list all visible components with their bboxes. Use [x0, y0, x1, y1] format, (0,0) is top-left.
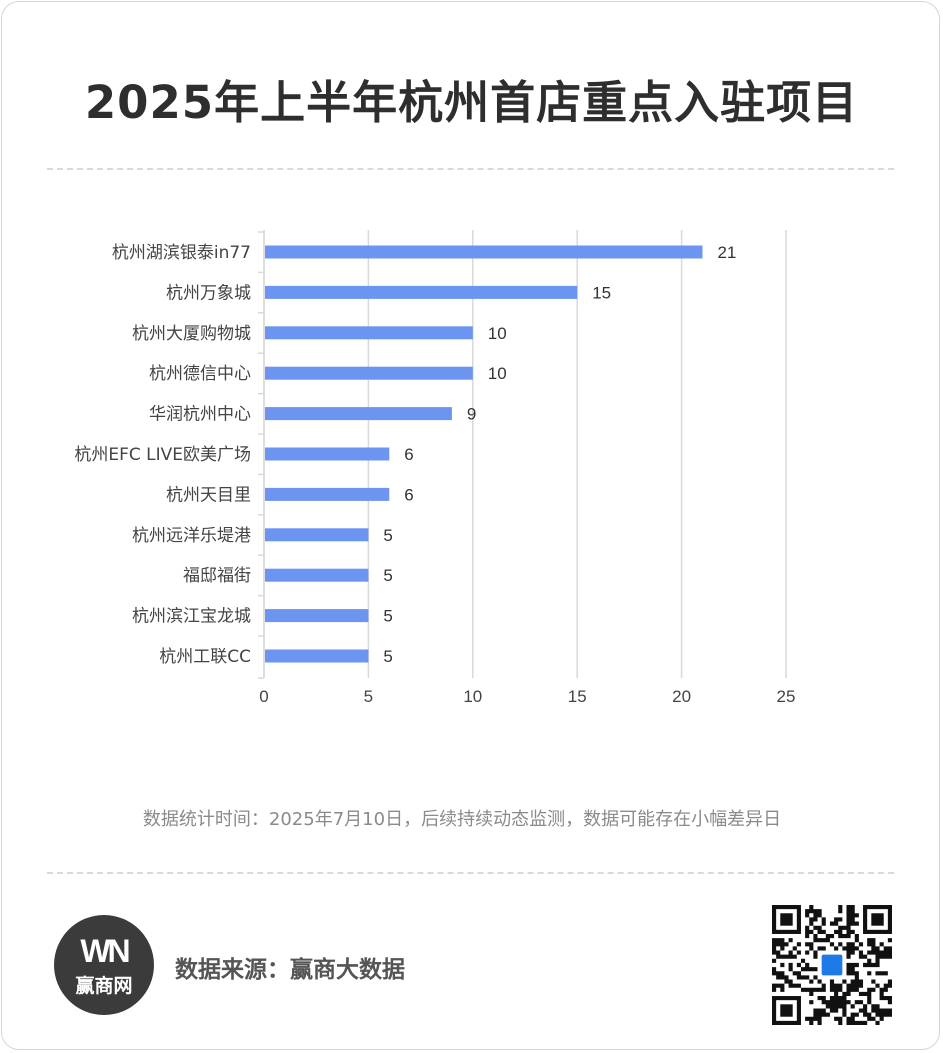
category-label: 杭州EFC LIVE欧美广场 [74, 445, 251, 465]
data-note: 数据统计时间：2025年7月10日，后续持续动态监测，数据可能存在小幅差异日 [142, 809, 782, 830]
data-label: 10 [488, 324, 507, 343]
bar [265, 407, 452, 421]
data-label: 21 [717, 243, 736, 262]
bar [265, 245, 703, 259]
category-label: 杭州德信中心 [149, 364, 251, 384]
logo-mark: WN [80, 933, 130, 969]
data-label: 10 [488, 364, 507, 383]
chart-title: 2025年上半年杭州首店重点入驻项目 [84, 76, 859, 129]
x-tick-label: 20 [672, 687, 691, 706]
qr-code-icon [772, 905, 892, 1025]
x-tick-label: 10 [463, 687, 482, 706]
data-label: 5 [383, 647, 392, 666]
top-divider [47, 168, 894, 170]
bar-chart: 0 5 10 15 20 25 杭州湖滨银泰in77 21 杭州万象城 15 杭州大厦购物城 10 杭州… [74, 230, 796, 706]
data-source: 数据来源：赢商大数据 [175, 957, 405, 983]
data-label: 15 [592, 283, 611, 302]
data-label: 6 [404, 485, 413, 504]
category-label: 福邸福街 [183, 566, 251, 586]
bar [265, 609, 369, 623]
category-label: 华润杭州中心 [149, 405, 251, 425]
x-tick-label: 5 [364, 687, 373, 706]
data-label: 5 [383, 526, 392, 545]
bottom-divider [47, 872, 894, 874]
category-label: 杭州大厦购物城 [132, 324, 251, 344]
category-label: 杭州万象城 [166, 283, 251, 303]
bar [265, 447, 390, 461]
bar [265, 366, 473, 380]
data-label: 5 [383, 566, 392, 585]
bar [265, 285, 578, 299]
x-tick-label: 0 [259, 687, 268, 706]
bar [265, 528, 369, 542]
category-label: 杭州远洋乐堤港 [132, 526, 251, 546]
category-label: 杭州湖滨银泰in77 [112, 243, 251, 263]
logo-name: 赢商网 [75, 975, 133, 997]
bar [265, 568, 369, 582]
category-label: 杭州滨江宝龙城 [132, 607, 251, 627]
category-label: 杭州工联CC [159, 647, 251, 667]
x-tick-label: 25 [777, 687, 796, 706]
bar [265, 649, 369, 663]
brand-logo: WN 赢商网 [54, 915, 154, 1015]
category-label: 杭州天目里 [166, 485, 251, 505]
data-label: 6 [404, 445, 413, 464]
bar [265, 487, 390, 501]
x-tick-label: 15 [568, 687, 587, 706]
bar [265, 326, 473, 340]
data-label: 5 [383, 607, 392, 626]
data-label: 9 [467, 405, 476, 424]
